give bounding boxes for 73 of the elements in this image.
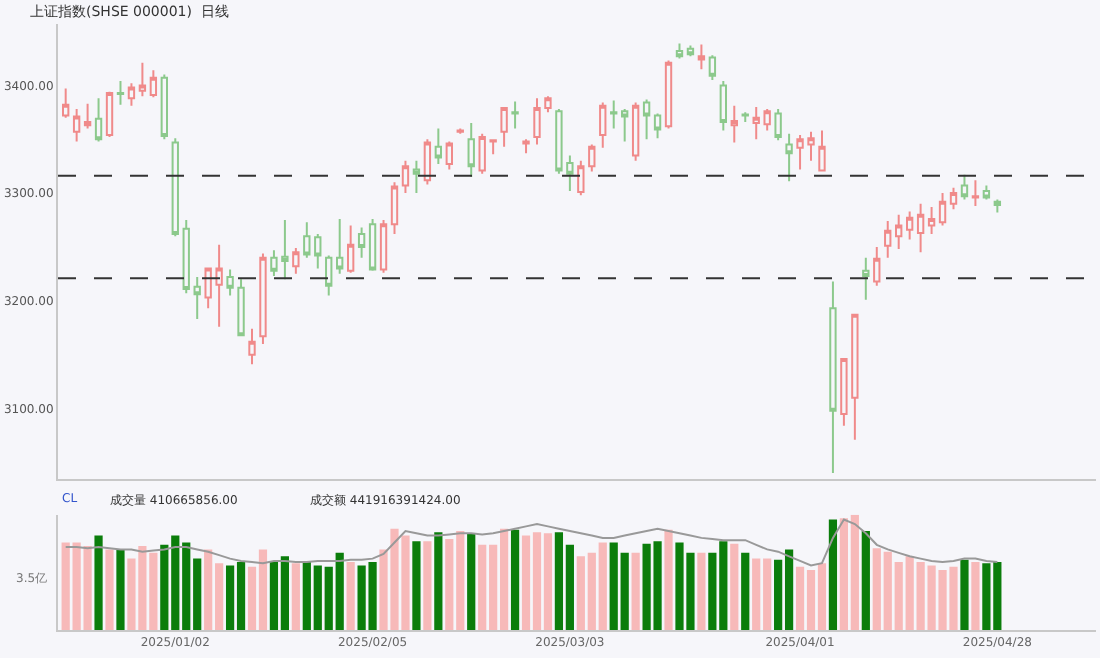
candlestick (730, 104, 738, 144)
candlestick (434, 127, 443, 166)
candlestick (401, 159, 410, 195)
bar (116, 549, 125, 630)
bar (94, 535, 103, 630)
candlestick (741, 111, 749, 123)
bar (741, 552, 750, 630)
candlestick (127, 82, 136, 107)
candlestick (621, 108, 629, 143)
candlestick (895, 213, 903, 251)
candlestick (971, 179, 980, 208)
candlestick (61, 87, 70, 119)
bar (730, 543, 739, 630)
candlestick (138, 61, 147, 98)
candlestick (642, 98, 651, 141)
candlestick (818, 129, 826, 173)
bar (105, 549, 114, 630)
candlestick (708, 54, 717, 81)
candlestick (949, 186, 958, 211)
bar (291, 563, 300, 630)
candlestick (610, 99, 618, 130)
candlestick (368, 217, 377, 272)
bar (971, 562, 980, 630)
candlestick (719, 80, 728, 132)
candlestick (522, 138, 530, 155)
candlestick (905, 210, 914, 241)
bar (664, 529, 673, 630)
candlestick (456, 127, 464, 135)
candlestick (72, 108, 81, 143)
candlestick (982, 184, 991, 201)
candlestick (686, 44, 695, 58)
bar (412, 541, 421, 630)
candlestick (916, 202, 925, 254)
candlestick (379, 219, 388, 274)
candlestick (412, 159, 421, 195)
candlestick (599, 101, 607, 149)
candlestick (171, 137, 179, 238)
candlestick (445, 140, 453, 171)
candlestick (960, 173, 969, 201)
bar (960, 559, 969, 630)
bar (467, 533, 476, 630)
candlestick (938, 192, 947, 227)
candlestick (94, 97, 103, 143)
bar (510, 529, 520, 630)
bar (346, 562, 355, 630)
candlestick (325, 254, 333, 297)
candlestick (336, 217, 344, 275)
candlestick (467, 122, 475, 178)
candlestick (248, 327, 256, 366)
candlestick (631, 101, 640, 162)
bar (828, 519, 838, 630)
candlestick (884, 220, 892, 259)
candlestick (83, 102, 92, 130)
candlestick (149, 69, 158, 99)
candlestick (675, 42, 684, 60)
candlestick (160, 73, 168, 141)
candlestick (390, 181, 399, 236)
bar (697, 552, 706, 630)
bar (861, 530, 870, 630)
candlestick (697, 43, 706, 71)
candlestick (116, 80, 125, 106)
candlestick (927, 206, 936, 236)
bar (423, 541, 432, 630)
candlestick (993, 198, 1002, 214)
candlestick (346, 224, 355, 274)
candlestick (182, 219, 190, 295)
bar (434, 532, 443, 630)
candlestick (653, 112, 662, 140)
bar (631, 552, 640, 630)
candlestick (664, 59, 673, 130)
candlestick (105, 90, 114, 139)
candlestick (357, 226, 366, 259)
candlestick (423, 138, 432, 186)
